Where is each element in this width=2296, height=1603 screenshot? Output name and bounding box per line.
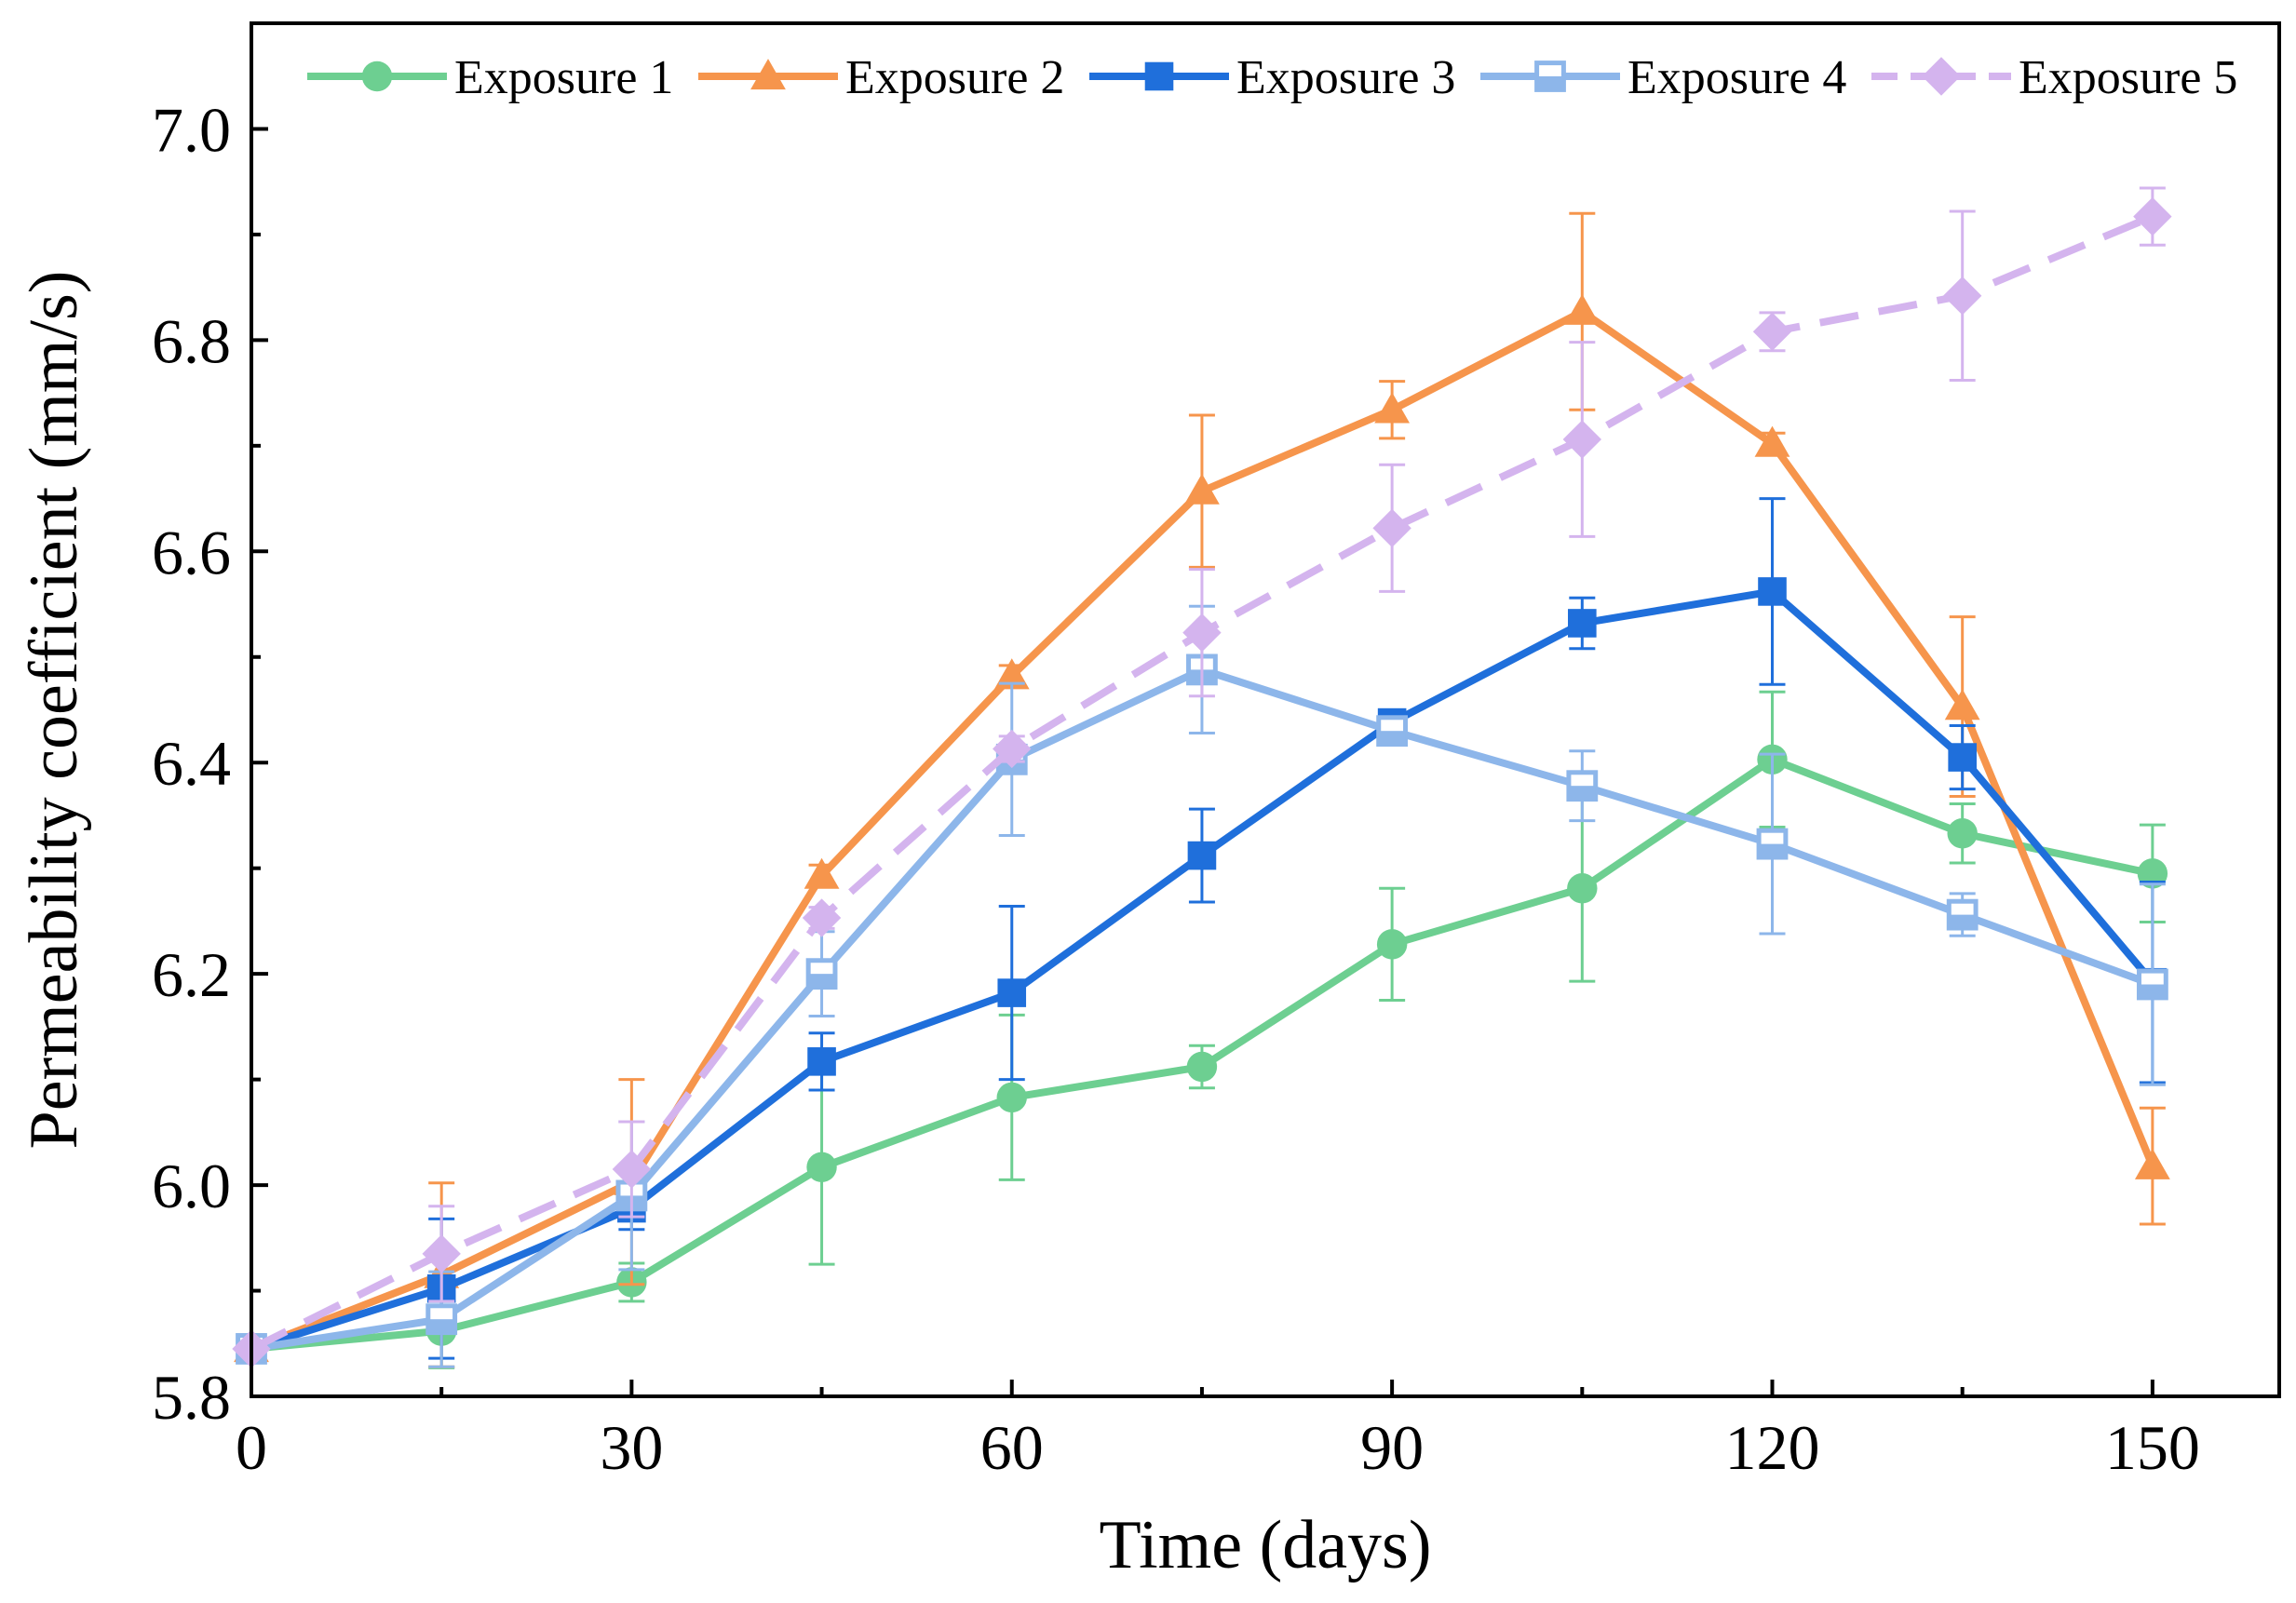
data-point [1948, 743, 1977, 772]
data-point [1566, 770, 1599, 802]
data-point [1754, 425, 1790, 457]
plot-frame [250, 21, 2281, 1398]
legend-item: Exposure 1 [307, 51, 673, 104]
legend-item: Exposure 5 [1871, 51, 2237, 104]
legend-item: Exposure 3 [1089, 51, 1455, 104]
data-point [1947, 818, 1978, 849]
legend-marker-fill [1536, 76, 1564, 90]
data-point-fill [1949, 914, 1977, 929]
legend-item: Exposure 4 [1480, 51, 1846, 104]
data-point-fill [1759, 843, 1786, 857]
data-point [997, 978, 1027, 1007]
y-tick-label: 6.2 [152, 939, 231, 1010]
data-point [996, 1082, 1027, 1113]
data-point [993, 729, 1032, 769]
data-point [1942, 276, 1982, 316]
legend-label: Exposure 5 [2019, 51, 2237, 104]
data-point-fill [1568, 786, 1596, 800]
data-point [807, 1047, 836, 1076]
data-point [993, 658, 1030, 690]
data-point [1564, 293, 1600, 325]
legend-label: Exposure 4 [1627, 51, 1846, 104]
data-point [1946, 898, 1979, 931]
x-tick-label: 30 [600, 1412, 663, 1483]
axis-layer: 0 30 60 90 120 150 5.8 6.0 6.2 6.4 6.6 6.8 7.0 [152, 94, 2200, 1483]
data-point [805, 958, 838, 990]
data-point [1187, 841, 1217, 870]
legend-marker [1534, 61, 1566, 92]
data-point [2136, 968, 2168, 1001]
data-point [1756, 828, 1789, 860]
data-point-fill [427, 1319, 455, 1333]
data-point [1567, 873, 1598, 904]
data-point [1376, 929, 1408, 960]
x-tick-label: 0 [236, 1412, 267, 1483]
legend-label: Exposure 1 [454, 51, 673, 104]
data-point [1752, 312, 1792, 352]
x-tick-label: 90 [1360, 1412, 1424, 1483]
x-tick-label: 150 [2105, 1412, 2200, 1483]
data-point-fill [808, 974, 835, 988]
data-point [2133, 196, 2172, 236]
legend-marker [1144, 61, 1174, 91]
series-line [250, 212, 2154, 1353]
data-point [425, 1303, 458, 1336]
data-point [2134, 1148, 2170, 1179]
data-point [1376, 715, 1409, 748]
legend-label: Exposure 2 [845, 51, 1064, 104]
data-point-fill [1378, 731, 1406, 745]
data-point-fill [2139, 984, 2167, 998]
data-point [1568, 609, 1597, 638]
x-tick-label: 120 [1725, 1412, 1820, 1483]
data-point [1186, 1051, 1218, 1083]
y-tick-label: 5.8 [152, 1362, 231, 1433]
series-layer [232, 186, 2172, 1369]
data-point [1182, 613, 1222, 653]
data-point [804, 857, 840, 889]
data-point [612, 1150, 652, 1189]
legend-marker [361, 61, 393, 92]
legend-marker [1922, 57, 1961, 96]
y-tick-label: 6.0 [152, 1151, 231, 1221]
data-point [1758, 577, 1787, 606]
legend: Exposure 1 Exposure 2 Exposure 3 Exposure 4… [307, 51, 2237, 104]
legend-label: Exposure 3 [1236, 51, 1455, 104]
x-tick-label: 60 [980, 1412, 1044, 1483]
y-tick-label: 6.4 [152, 728, 231, 799]
series-5 [232, 186, 2172, 1368]
y-tick-label: 7.0 [152, 94, 231, 165]
data-point [422, 1234, 461, 1273]
series-2 [234, 211, 2170, 1368]
y-axis-title: Permeability coefficient (mm/s) [16, 271, 92, 1150]
y-tick-label: 6.6 [152, 517, 231, 587]
legend-marker [750, 59, 786, 90]
legend-item: Exposure 2 [698, 51, 1064, 104]
data-point [1184, 473, 1220, 505]
x-axis-title: Time (days) [1100, 1507, 1432, 1583]
data-point [1944, 689, 1980, 721]
data-point [806, 1152, 837, 1182]
y-tick-label: 6.8 [152, 305, 231, 376]
data-point [802, 898, 842, 937]
data-point [1562, 420, 1602, 459]
data-point [1372, 508, 1411, 548]
data-point [1374, 392, 1411, 424]
